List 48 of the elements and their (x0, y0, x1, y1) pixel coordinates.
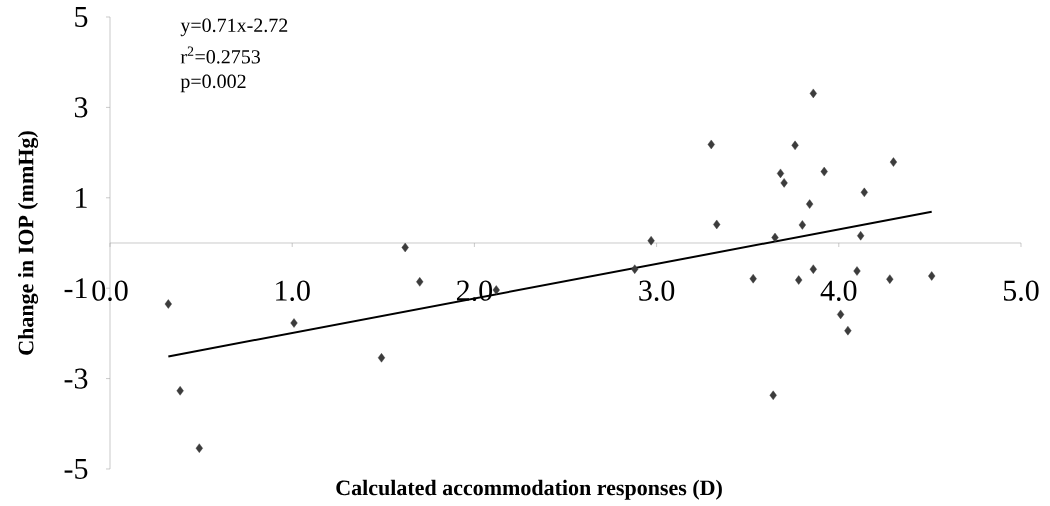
annotation: p=0.002 (180, 74, 246, 93)
point (806, 199, 814, 209)
annotation: r$^{2}$=0.2753 (180, 46, 261, 64)
x-axis-title: Calculated accommodation responses (D) (336, 479, 722, 500)
point (492, 285, 500, 295)
point (707, 139, 715, 150)
point (886, 274, 894, 284)
point (928, 271, 936, 281)
y-tick-label: -5 (64, 459, 88, 479)
point (290, 318, 298, 328)
annotation: y=0.71x-2.72 (180, 18, 288, 37)
y-axis-title: Change in IOP (mmHg) (17, 131, 39, 355)
point (713, 219, 721, 230)
point (416, 277, 424, 287)
point (647, 236, 655, 246)
point (837, 309, 845, 320)
point (176, 386, 184, 396)
point (889, 157, 898, 167)
point (164, 299, 172, 309)
point (857, 231, 865, 241)
x-tick-label: 0.0 (92, 280, 128, 301)
y-tick-label: -1 (64, 278, 87, 299)
point (749, 274, 757, 284)
point (780, 178, 788, 188)
x-tick-label: 5.0 (1003, 280, 1039, 301)
point (631, 264, 639, 274)
point (860, 187, 868, 198)
point (377, 353, 386, 363)
point (809, 264, 817, 274)
point (844, 325, 852, 336)
y-tick-label: -3 (64, 368, 88, 389)
point (809, 88, 817, 99)
point (401, 242, 409, 253)
y-tick-label: 3 (74, 97, 88, 118)
y-tick-label: 1 (76, 187, 87, 208)
point (195, 443, 203, 453)
point (771, 232, 779, 243)
y-tick-label: 5 (75, 7, 88, 27)
x-tick-label: 3.0 (639, 280, 675, 301)
x-tick-label: 4.0 (820, 280, 857, 301)
point (820, 166, 828, 177)
point (776, 168, 785, 179)
point (769, 390, 777, 401)
point (791, 140, 799, 151)
point (798, 220, 806, 230)
point (795, 275, 803, 285)
point (853, 266, 861, 276)
x-tick-label: 1.0 (276, 280, 310, 301)
